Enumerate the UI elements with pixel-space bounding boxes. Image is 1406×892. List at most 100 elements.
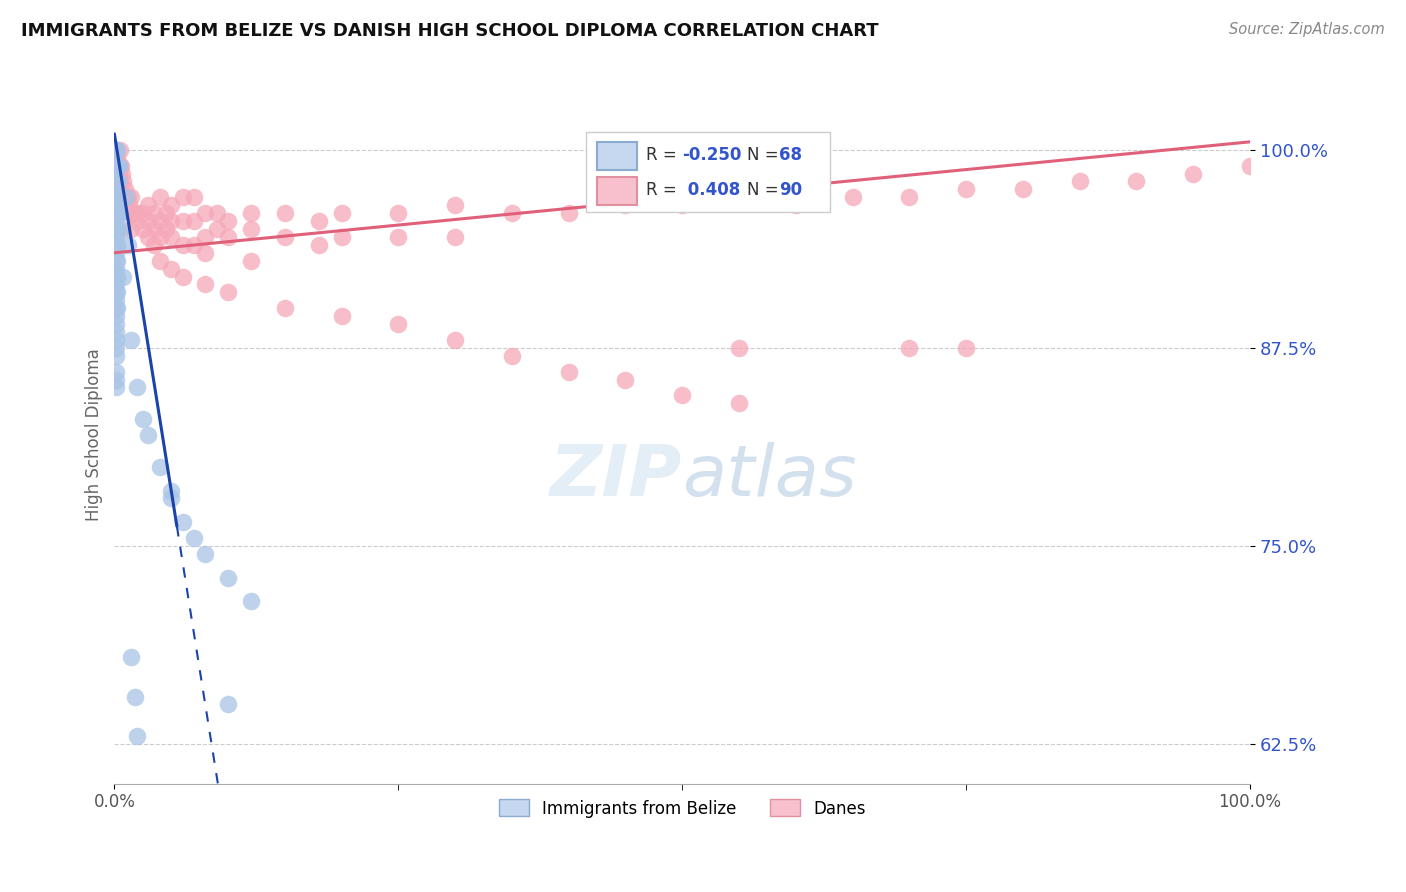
Point [107, 159, 129, 173]
Point [117, 238, 139, 252]
Point [841, 190, 863, 204]
Text: IMMIGRANTS FROM BELIZE VS DANISH HIGH SCHOOL DIPLOMA CORRELATION CHART: IMMIGRANTS FROM BELIZE VS DANISH HIGH SC… [21, 22, 879, 40]
Point [239, 594, 262, 608]
Point [114, 190, 136, 204]
Point [143, 206, 166, 220]
Point [1125, 174, 1147, 188]
Point [132, 206, 155, 220]
Point [104, 325, 127, 339]
Point [274, 230, 297, 244]
Point [194, 245, 217, 260]
Point [155, 222, 177, 236]
Point [138, 198, 160, 212]
Point [104, 238, 127, 252]
Point [387, 206, 409, 220]
FancyBboxPatch shape [598, 177, 637, 205]
Point [114, 182, 136, 196]
Point [183, 238, 205, 252]
Text: N =: N = [747, 180, 783, 199]
Point [120, 206, 142, 220]
Point [183, 214, 205, 228]
Point [105, 206, 128, 220]
Point [105, 174, 128, 188]
Point [127, 729, 149, 743]
FancyBboxPatch shape [586, 132, 830, 212]
Point [557, 365, 579, 379]
Point [205, 222, 228, 236]
Point [104, 253, 127, 268]
Point [1069, 174, 1091, 188]
Text: R =: R = [645, 180, 682, 199]
Point [160, 198, 183, 212]
Text: 0.408: 0.408 [682, 180, 741, 199]
Point [557, 206, 579, 220]
Point [671, 198, 693, 212]
Point [104, 373, 127, 387]
Point [108, 159, 131, 173]
Point [104, 349, 127, 363]
Point [107, 174, 129, 188]
Point [108, 143, 131, 157]
Point [217, 698, 239, 712]
Point [104, 190, 127, 204]
Point [239, 206, 262, 220]
Point [138, 230, 160, 244]
Point [172, 269, 194, 284]
Point [105, 159, 128, 173]
Point [149, 214, 172, 228]
Point [104, 277, 127, 292]
Text: ZIP: ZIP [550, 442, 682, 511]
Point [172, 515, 194, 529]
Point [444, 198, 467, 212]
Text: 68: 68 [779, 145, 801, 164]
Point [308, 238, 330, 252]
Point [127, 214, 149, 228]
Point [104, 269, 127, 284]
Point [104, 293, 127, 308]
Point [107, 190, 129, 204]
Text: Source: ZipAtlas.com: Source: ZipAtlas.com [1229, 22, 1385, 37]
Point [898, 341, 921, 355]
Point [205, 206, 228, 220]
Point [124, 206, 146, 220]
Point [124, 690, 146, 704]
Point [104, 198, 127, 212]
Point [105, 269, 128, 284]
Point [120, 190, 142, 204]
Point [104, 317, 127, 331]
Point [728, 396, 751, 410]
Point [217, 285, 239, 300]
Point [785, 198, 807, 212]
Point [117, 190, 139, 204]
Point [132, 222, 155, 236]
FancyBboxPatch shape [598, 142, 637, 170]
Point [108, 206, 131, 220]
Point [143, 222, 166, 236]
Point [104, 380, 127, 394]
Point [104, 214, 127, 228]
Point [118, 198, 141, 212]
Point [183, 531, 205, 545]
Text: -0.250: -0.250 [682, 145, 741, 164]
Point [105, 285, 128, 300]
Point [104, 222, 127, 236]
Point [105, 238, 128, 252]
Point [149, 190, 172, 204]
Point [127, 206, 149, 220]
Point [160, 230, 183, 244]
Point [160, 491, 183, 506]
Point [111, 167, 134, 181]
Point [107, 159, 129, 173]
Point [105, 151, 128, 165]
Point [155, 206, 177, 220]
Point [104, 206, 127, 220]
Point [105, 253, 128, 268]
Point [172, 190, 194, 204]
Point [671, 388, 693, 402]
Point [149, 253, 172, 268]
Point [955, 182, 977, 196]
Point [217, 214, 239, 228]
Point [1239, 159, 1261, 173]
Point [105, 143, 128, 157]
Point [955, 341, 977, 355]
